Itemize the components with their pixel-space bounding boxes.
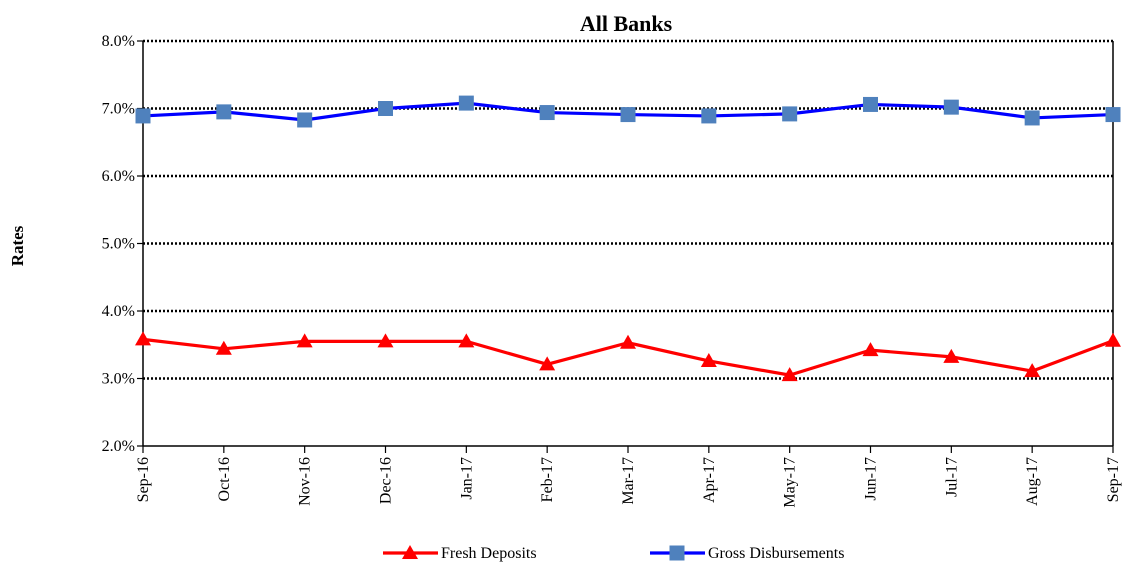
series-lines [135,95,1121,382]
data-point-fresh-deposits [377,333,394,348]
chart-title: All Banks [580,11,673,36]
y-tick-label: 2.0% [102,438,135,455]
data-point-gross-disbursements [135,108,151,124]
legend-item-gross-disbursements: Gross Disbursements [650,545,844,562]
y-tick-label: 4.0% [102,303,135,320]
y-axis-label: Rates [8,225,27,266]
legend: Fresh Deposits Gross Disbursements [383,545,844,562]
legend-label-gross-disbursements: Gross Disbursements [708,545,844,562]
data-point-fresh-deposits [458,333,475,348]
data-point-fresh-deposits [135,331,151,346]
data-point-gross-disbursements [863,96,878,112]
x-tick-label: Jun-17 [863,457,880,501]
data-point-gross-disbursements [297,112,313,128]
legend-marker-fresh-deposits [402,545,418,559]
data-point-gross-disbursements [216,104,232,120]
x-tick-label: Sep-17 [1105,457,1122,502]
data-point-gross-disbursements [378,101,393,116]
y-tick-label: 8.0% [102,33,135,50]
x-tick-label: Nov-16 [297,457,314,506]
series-fresh-deposits [135,331,1121,382]
data-point-fresh-deposits [1105,332,1121,347]
y-tick-label: 3.0% [102,371,135,388]
y-tick-label: 6.0% [102,168,135,185]
x-tick-label: Apr-17 [701,457,718,503]
data-point-gross-disbursements [782,106,798,122]
data-point-gross-disbursements [943,99,959,115]
gridlines [143,39,1113,380]
data-point-gross-disbursements [1024,110,1040,126]
x-tick-label: May-17 [782,457,799,508]
data-point-gross-disbursements [701,108,717,124]
y-axis-ticks: 2.0% 3.0% 4.0% 5.0% 6.0% 7.0% 8.0% [102,33,135,455]
series-gross-disbursements [135,95,1121,128]
data-point-fresh-deposits [215,340,232,355]
data-point-fresh-deposits [700,352,717,367]
legend-label-fresh-deposits: Fresh Deposits [441,545,537,562]
x-tick-label: Oct-16 [216,457,233,501]
data-point-fresh-deposits [862,342,879,357]
legend-item-fresh-deposits: Fresh Deposits [383,545,537,562]
x-axis-ticks: Sep-16 Oct-16 Nov-16 Dec-16 Jan-17 Feb-17 Mar-… [135,457,1122,508]
data-point-fresh-deposits [296,333,313,348]
data-point-fresh-deposits [781,367,798,382]
axes [137,40,1114,453]
x-tick-label: Dec-16 [378,457,395,504]
data-point-gross-disbursements [458,95,474,111]
x-tick-label: Aug-17 [1024,457,1041,506]
x-tick-label: Feb-17 [539,457,556,502]
data-point-fresh-deposits [539,356,556,371]
x-tick-label: Jul-17 [943,457,960,497]
x-tick-label: Sep-16 [135,457,152,502]
data-point-gross-disbursements [620,107,636,123]
x-tick-label: Jan-17 [458,457,475,500]
y-tick-label: 7.0% [102,101,135,118]
data-point-gross-disbursements [539,105,555,121]
legend-marker-gross-disbursements [669,545,685,561]
y-tick-label: 5.0% [102,236,135,253]
data-point-fresh-deposits [1024,363,1041,378]
x-tick-label: Mar-17 [620,457,637,505]
data-point-fresh-deposits [943,348,960,363]
data-point-gross-disbursements [1105,107,1121,123]
data-point-fresh-deposits [620,334,636,349]
